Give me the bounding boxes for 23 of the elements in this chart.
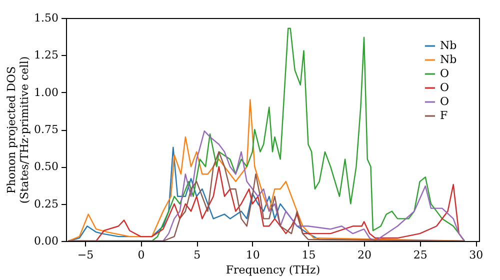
x-tick-label: 25 <box>413 248 428 262</box>
y-tick-label: 0.50 <box>34 160 58 174</box>
legend-label: O <box>440 95 450 108</box>
legend-label: Nb <box>440 39 457 52</box>
y-tick-label: 0.00 <box>34 234 58 248</box>
x-tick-label: 10 <box>246 248 260 262</box>
x-tick-label: 15 <box>302 248 316 262</box>
x-tick-label: 0 <box>138 248 145 262</box>
x-tick-label: 20 <box>358 248 372 262</box>
legend-label: O <box>440 81 450 94</box>
x-tick-label: 30 <box>469 248 484 262</box>
y-tick-label: 1.25 <box>34 48 58 62</box>
legend-label: F <box>440 109 448 122</box>
y-tick-label: 1.50 <box>34 12 58 24</box>
x-tick-label: −5 <box>77 248 94 262</box>
y-tick-label: 0.75 <box>34 123 58 136</box>
y-tick-label: 1.00 <box>34 86 58 99</box>
x-axis-title: Frequency (THz) <box>226 264 320 276</box>
legend-label: O <box>440 67 450 80</box>
y-tick-label: 0.25 <box>34 197 58 210</box>
x-tick-label: 5 <box>194 248 201 262</box>
y-axis-title: Phonon projected DOS (States/THz·primitive cell) <box>5 56 32 204</box>
legend-label: Nb <box>440 53 457 66</box>
